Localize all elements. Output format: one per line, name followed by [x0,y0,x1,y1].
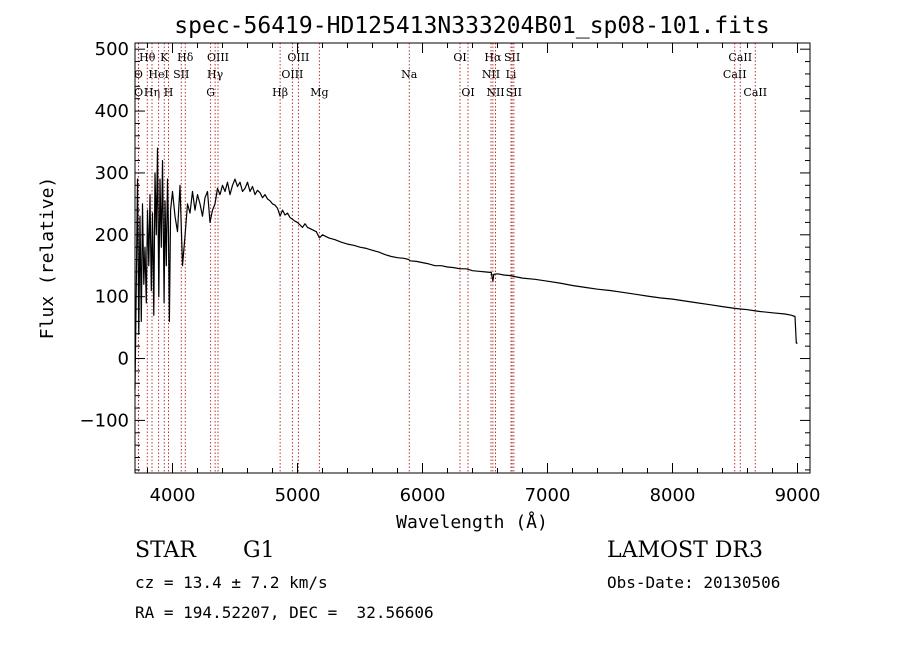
object-class: STAR [135,538,196,563]
spectral-line-markers: HθOOHηKHeIHSIIHδOIIIHγGHβOIIIOIIIMgNaOIO… [134,43,767,473]
line-label-12: Hβ [272,86,288,99]
redshift-velocity: cz = 13.4 ± 7.2 km/s [135,573,328,592]
y-tick-label: −100 [80,410,129,431]
y-tick-label: 200 [95,225,129,246]
line-label-14: OIII [281,68,303,81]
x-tick-label: 7000 [525,485,571,506]
line-label-27: CaII [743,86,767,99]
line-label-13: OIII [287,51,309,64]
x-tick-label: 4000 [150,485,196,506]
line-label-9: OIII [207,51,229,64]
line-label-2: O [134,86,143,99]
chart-title: spec-56419-HD125413N333204B01_sp08-101.f… [174,13,769,39]
line-label-11: G [206,86,215,99]
object-subclass: G1 [243,538,275,563]
line-label-17: OI [453,51,466,64]
y-axis: −100 0 100 200 300 400 500 [80,39,810,471]
spectrum-series-line [134,147,798,390]
line-label-3: Hη [144,86,160,99]
line-label-25: CaII [728,51,752,64]
x-axis: 4000 5000 6000 7000 8000 9000 [147,43,821,506]
line-label-23: Li [506,68,517,81]
y-axis-label: Flux (relative) [37,177,58,340]
y-tick-label: 400 [95,101,129,122]
x-tick-label: 8000 [650,485,696,506]
x-tick-label: 5000 [275,485,321,506]
x-axis-label: Wavelength (Å) [396,511,548,533]
line-label-22: SII [504,51,520,64]
line-label-15: Mg [310,86,328,99]
line-label-8: Hδ [177,51,194,64]
y-tick-label: 100 [95,287,129,308]
line-label-7: SII [173,68,189,81]
x-tick-label: 9000 [775,485,821,506]
survey-name: LAMOST DR3 [607,538,763,563]
plot-frame [134,42,811,474]
line-label-24: SII [506,86,522,99]
ra-dec-coordinates: RA = 194.52207, DEC = 32.56606 [135,603,434,622]
y-tick-label: 500 [95,39,129,60]
line-label-5: HeI [148,68,168,81]
line-label-20: NII [482,68,500,81]
line-label-19: Hα [484,51,502,64]
line-label-21: NII [486,86,504,99]
observation-date: Obs-Date: 20130506 [607,573,781,592]
line-label-4: K [160,51,169,64]
line-label-16: Na [401,68,418,81]
line-label-10: Hγ [207,68,224,81]
x-tick-label: 6000 [400,485,446,506]
line-label-6: H [164,86,174,99]
line-label-0: Hθ [139,51,156,64]
y-tick-label: 300 [95,163,129,184]
line-label-18: OI [461,86,474,99]
y-tick-label: 0 [118,349,129,370]
line-label-26: CaII [723,68,747,81]
